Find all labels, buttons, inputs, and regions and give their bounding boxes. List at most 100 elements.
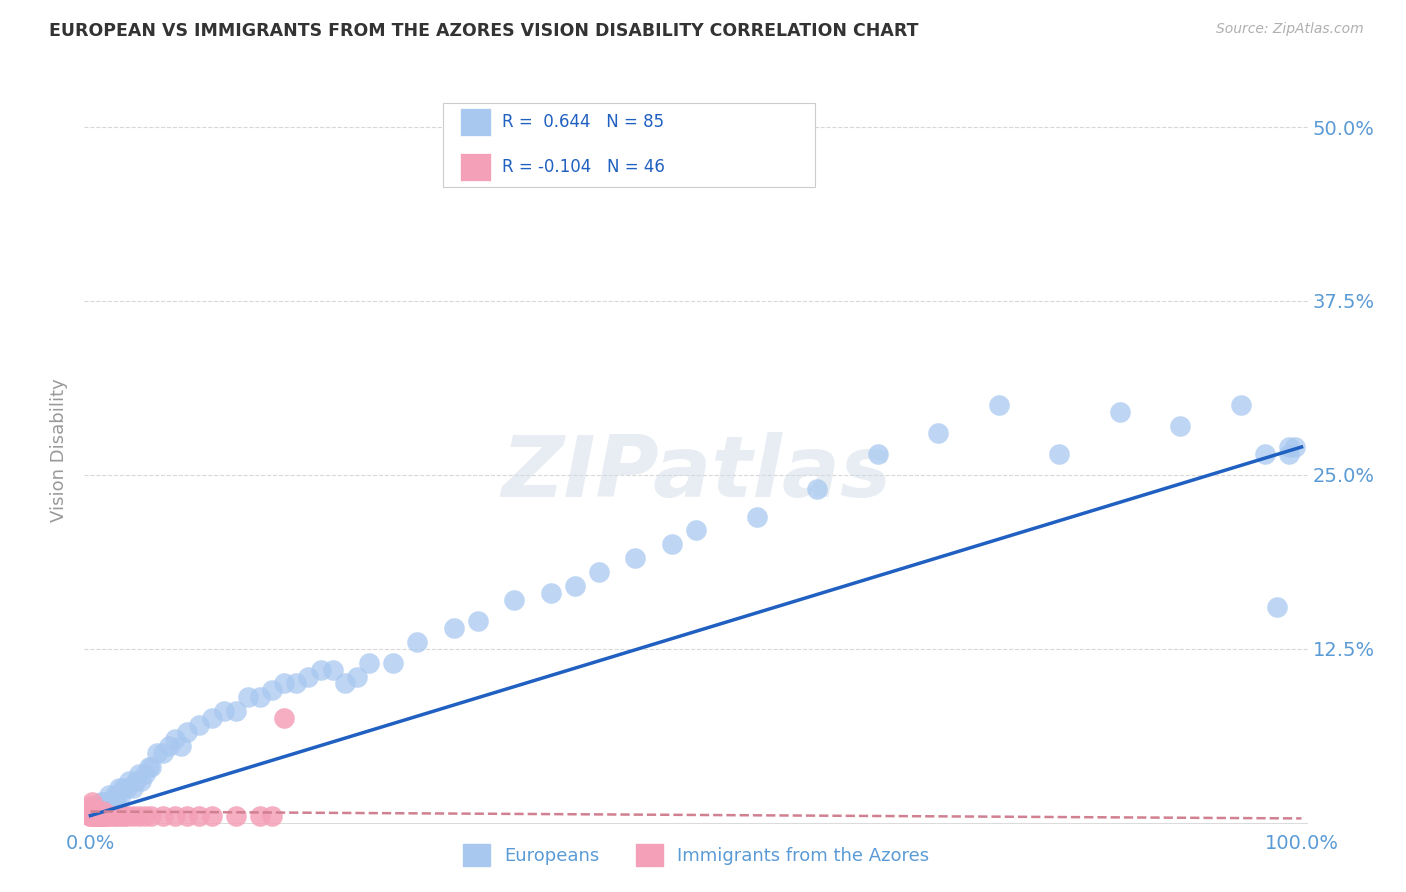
Point xyxy=(503,593,526,607)
Point xyxy=(225,808,247,822)
Point xyxy=(200,711,222,725)
Point xyxy=(1265,599,1288,614)
Point xyxy=(624,551,647,566)
Point xyxy=(84,808,107,822)
Point xyxy=(1278,440,1301,454)
Point xyxy=(128,767,150,781)
Point xyxy=(83,808,105,822)
Point xyxy=(80,805,103,819)
Point xyxy=(1230,398,1253,412)
Point xyxy=(94,808,117,822)
Point xyxy=(82,808,104,822)
Point xyxy=(333,676,356,690)
Point xyxy=(80,795,103,809)
Point xyxy=(96,795,118,809)
Point xyxy=(165,732,187,747)
Point xyxy=(212,704,235,718)
Point xyxy=(84,802,107,816)
Point xyxy=(89,808,111,822)
Point xyxy=(987,398,1010,412)
Point xyxy=(105,808,128,822)
Point xyxy=(89,802,111,816)
Point xyxy=(82,808,104,822)
Point xyxy=(93,795,115,809)
Point xyxy=(285,676,308,690)
Point xyxy=(540,586,562,600)
Point xyxy=(1108,405,1130,419)
Point xyxy=(406,634,429,648)
Point xyxy=(188,808,211,822)
Point xyxy=(86,808,108,822)
Point xyxy=(273,676,295,690)
Point xyxy=(100,808,122,822)
Text: R =  0.644   N = 85: R = 0.644 N = 85 xyxy=(502,113,664,131)
Point xyxy=(91,805,114,819)
Point xyxy=(134,808,156,822)
Point xyxy=(79,808,101,822)
Point xyxy=(115,780,138,795)
Point xyxy=(1047,447,1070,461)
Point xyxy=(125,773,148,788)
Point xyxy=(83,802,105,816)
Point xyxy=(87,802,110,816)
Point xyxy=(322,663,344,677)
Point xyxy=(139,760,162,774)
Point xyxy=(188,718,211,732)
Point xyxy=(91,802,114,816)
Point xyxy=(86,808,108,822)
Point xyxy=(101,795,124,809)
Point xyxy=(96,802,118,816)
Text: EUROPEAN VS IMMIGRANTS FROM THE AZORES VISION DISABILITY CORRELATION CHART: EUROPEAN VS IMMIGRANTS FROM THE AZORES V… xyxy=(49,22,918,40)
Point xyxy=(200,808,222,822)
Text: ZIPatlas: ZIPatlas xyxy=(501,432,891,515)
Point xyxy=(297,669,319,683)
Point xyxy=(138,760,160,774)
Point xyxy=(98,795,121,809)
Point xyxy=(157,739,180,753)
Point xyxy=(467,614,489,628)
Text: Source: ZipAtlas.com: Source: ZipAtlas.com xyxy=(1216,22,1364,37)
Point xyxy=(346,669,368,683)
Point xyxy=(79,802,101,816)
Point xyxy=(262,683,284,698)
Point xyxy=(1284,440,1306,454)
Point xyxy=(382,656,405,670)
Point xyxy=(309,663,332,677)
Point xyxy=(1254,447,1277,461)
Point xyxy=(121,780,143,795)
Point xyxy=(97,788,120,802)
Point xyxy=(89,808,111,822)
Legend: Europeans, Immigrants from the Azores: Europeans, Immigrants from the Azores xyxy=(456,837,936,873)
Point xyxy=(806,482,828,496)
Point xyxy=(100,802,122,816)
Point xyxy=(91,808,114,822)
Point xyxy=(121,808,143,822)
Point xyxy=(82,802,104,816)
Point xyxy=(152,746,174,760)
Point xyxy=(110,808,132,822)
Point xyxy=(176,725,198,739)
Point xyxy=(112,780,135,795)
Point xyxy=(84,805,107,819)
Point xyxy=(79,805,101,819)
Point xyxy=(108,780,131,795)
Point xyxy=(104,795,127,809)
Point xyxy=(165,808,187,822)
Point xyxy=(79,808,101,822)
Point xyxy=(105,788,128,802)
Point xyxy=(249,808,271,822)
Point xyxy=(104,788,127,802)
Point xyxy=(79,798,101,813)
Point xyxy=(262,808,284,822)
Point xyxy=(152,808,174,822)
Point xyxy=(94,802,117,816)
Point xyxy=(91,808,114,822)
Point xyxy=(112,808,135,822)
Point xyxy=(176,808,198,822)
Point xyxy=(83,808,105,822)
Point xyxy=(118,773,141,788)
Point xyxy=(82,805,104,819)
Point xyxy=(86,805,108,819)
Point xyxy=(236,690,259,705)
Point xyxy=(87,808,110,822)
